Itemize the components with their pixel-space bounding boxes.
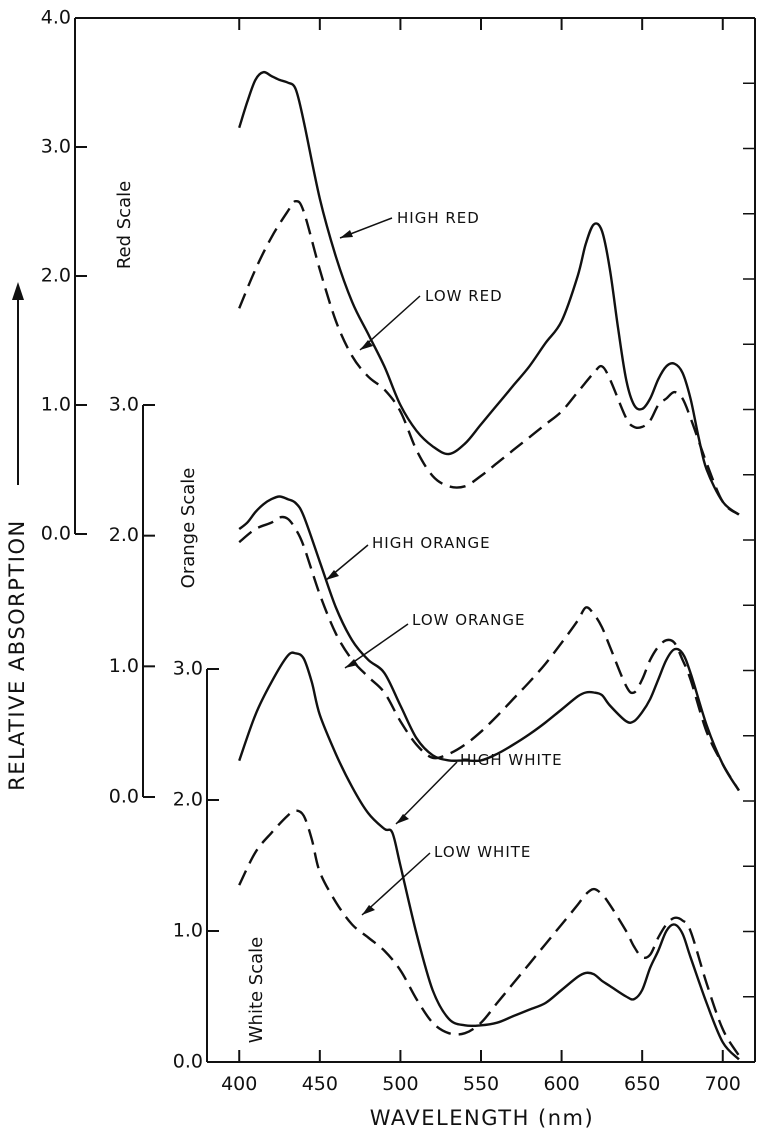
white-scale-tick-label: 2.0 xyxy=(173,789,203,811)
x-tick-label: 400 xyxy=(221,1073,257,1095)
x-tick-label: 500 xyxy=(382,1073,418,1095)
annotation-low-white-label: LOW WHITE xyxy=(434,843,531,861)
white-scale-label: White Scale xyxy=(246,937,267,1044)
annotation-high-white-label: HIGH WHITE xyxy=(460,751,563,769)
series-line-low-white xyxy=(238,809,740,1057)
x-tick-label: 650 xyxy=(624,1073,660,1095)
y-axis-title: RELATIVE ABSORPTION xyxy=(5,519,29,790)
x-axis-title: WAVELENGTH (nm) xyxy=(370,1106,594,1130)
white-scale-tick-label: 1.0 xyxy=(173,920,203,942)
series-line-low-red xyxy=(238,199,740,516)
series-line-high-orange xyxy=(238,495,740,792)
annotation-low-orange-label: LOW ORANGE xyxy=(412,611,525,629)
series-layer xyxy=(238,70,740,1061)
annotation-low-red-label: LOW RED xyxy=(425,287,503,305)
white-scale-tick-label: 0.0 xyxy=(173,1051,203,1073)
annotation-high-orange-label: HIGH ORANGE xyxy=(372,534,491,552)
orange-scale-tick-label: 1.0 xyxy=(109,655,139,677)
annotation-low-white: LOW WHITE xyxy=(361,843,531,916)
annotation-high-red: HIGH RED xyxy=(339,209,480,239)
ticks-layer: 0.0 1.0 2.0 3.0 4.0 0.0 1.0 2.0 3.0 0.0 1.0 2.0 3.0 4… xyxy=(41,7,755,1095)
series-line-high-white xyxy=(238,651,740,1061)
annotation-high-red-label: HIGH RED xyxy=(397,209,480,227)
annotation-high-orange: HIGH ORANGE xyxy=(325,534,491,581)
x-tick-label: 600 xyxy=(543,1073,579,1095)
orange-scale-tick-label: 3.0 xyxy=(109,394,139,416)
red-scale-tick-label: 4.0 xyxy=(41,7,71,29)
white-scale-tick-label: 3.0 xyxy=(173,658,203,680)
orange-scale-label: Orange Scale xyxy=(178,468,199,589)
red-scale-label: Red Scale xyxy=(114,181,135,269)
red-scale-tick-label: 1.0 xyxy=(41,394,71,416)
x-tick-label: 700 xyxy=(705,1073,741,1095)
annotation-low-red: LOW RED xyxy=(359,287,503,351)
red-scale-tick-label: 3.0 xyxy=(41,136,71,158)
y-axis-arrow xyxy=(12,282,24,485)
x-tick-label: 550 xyxy=(463,1073,499,1095)
x-tick-label: 450 xyxy=(302,1073,338,1095)
series-line-low-orange xyxy=(238,515,740,792)
red-scale-tick-label: 2.0 xyxy=(41,265,71,287)
series-line-high-red xyxy=(238,70,740,516)
annotation-low-orange: LOW ORANGE xyxy=(344,611,525,669)
orange-scale-tick-label: 2.0 xyxy=(109,524,139,546)
red-scale-tick-label: 0.0 xyxy=(41,523,71,545)
annotation-high-white: HIGH WHITE xyxy=(395,751,563,825)
orange-scale-tick-label: 0.0 xyxy=(109,786,139,808)
